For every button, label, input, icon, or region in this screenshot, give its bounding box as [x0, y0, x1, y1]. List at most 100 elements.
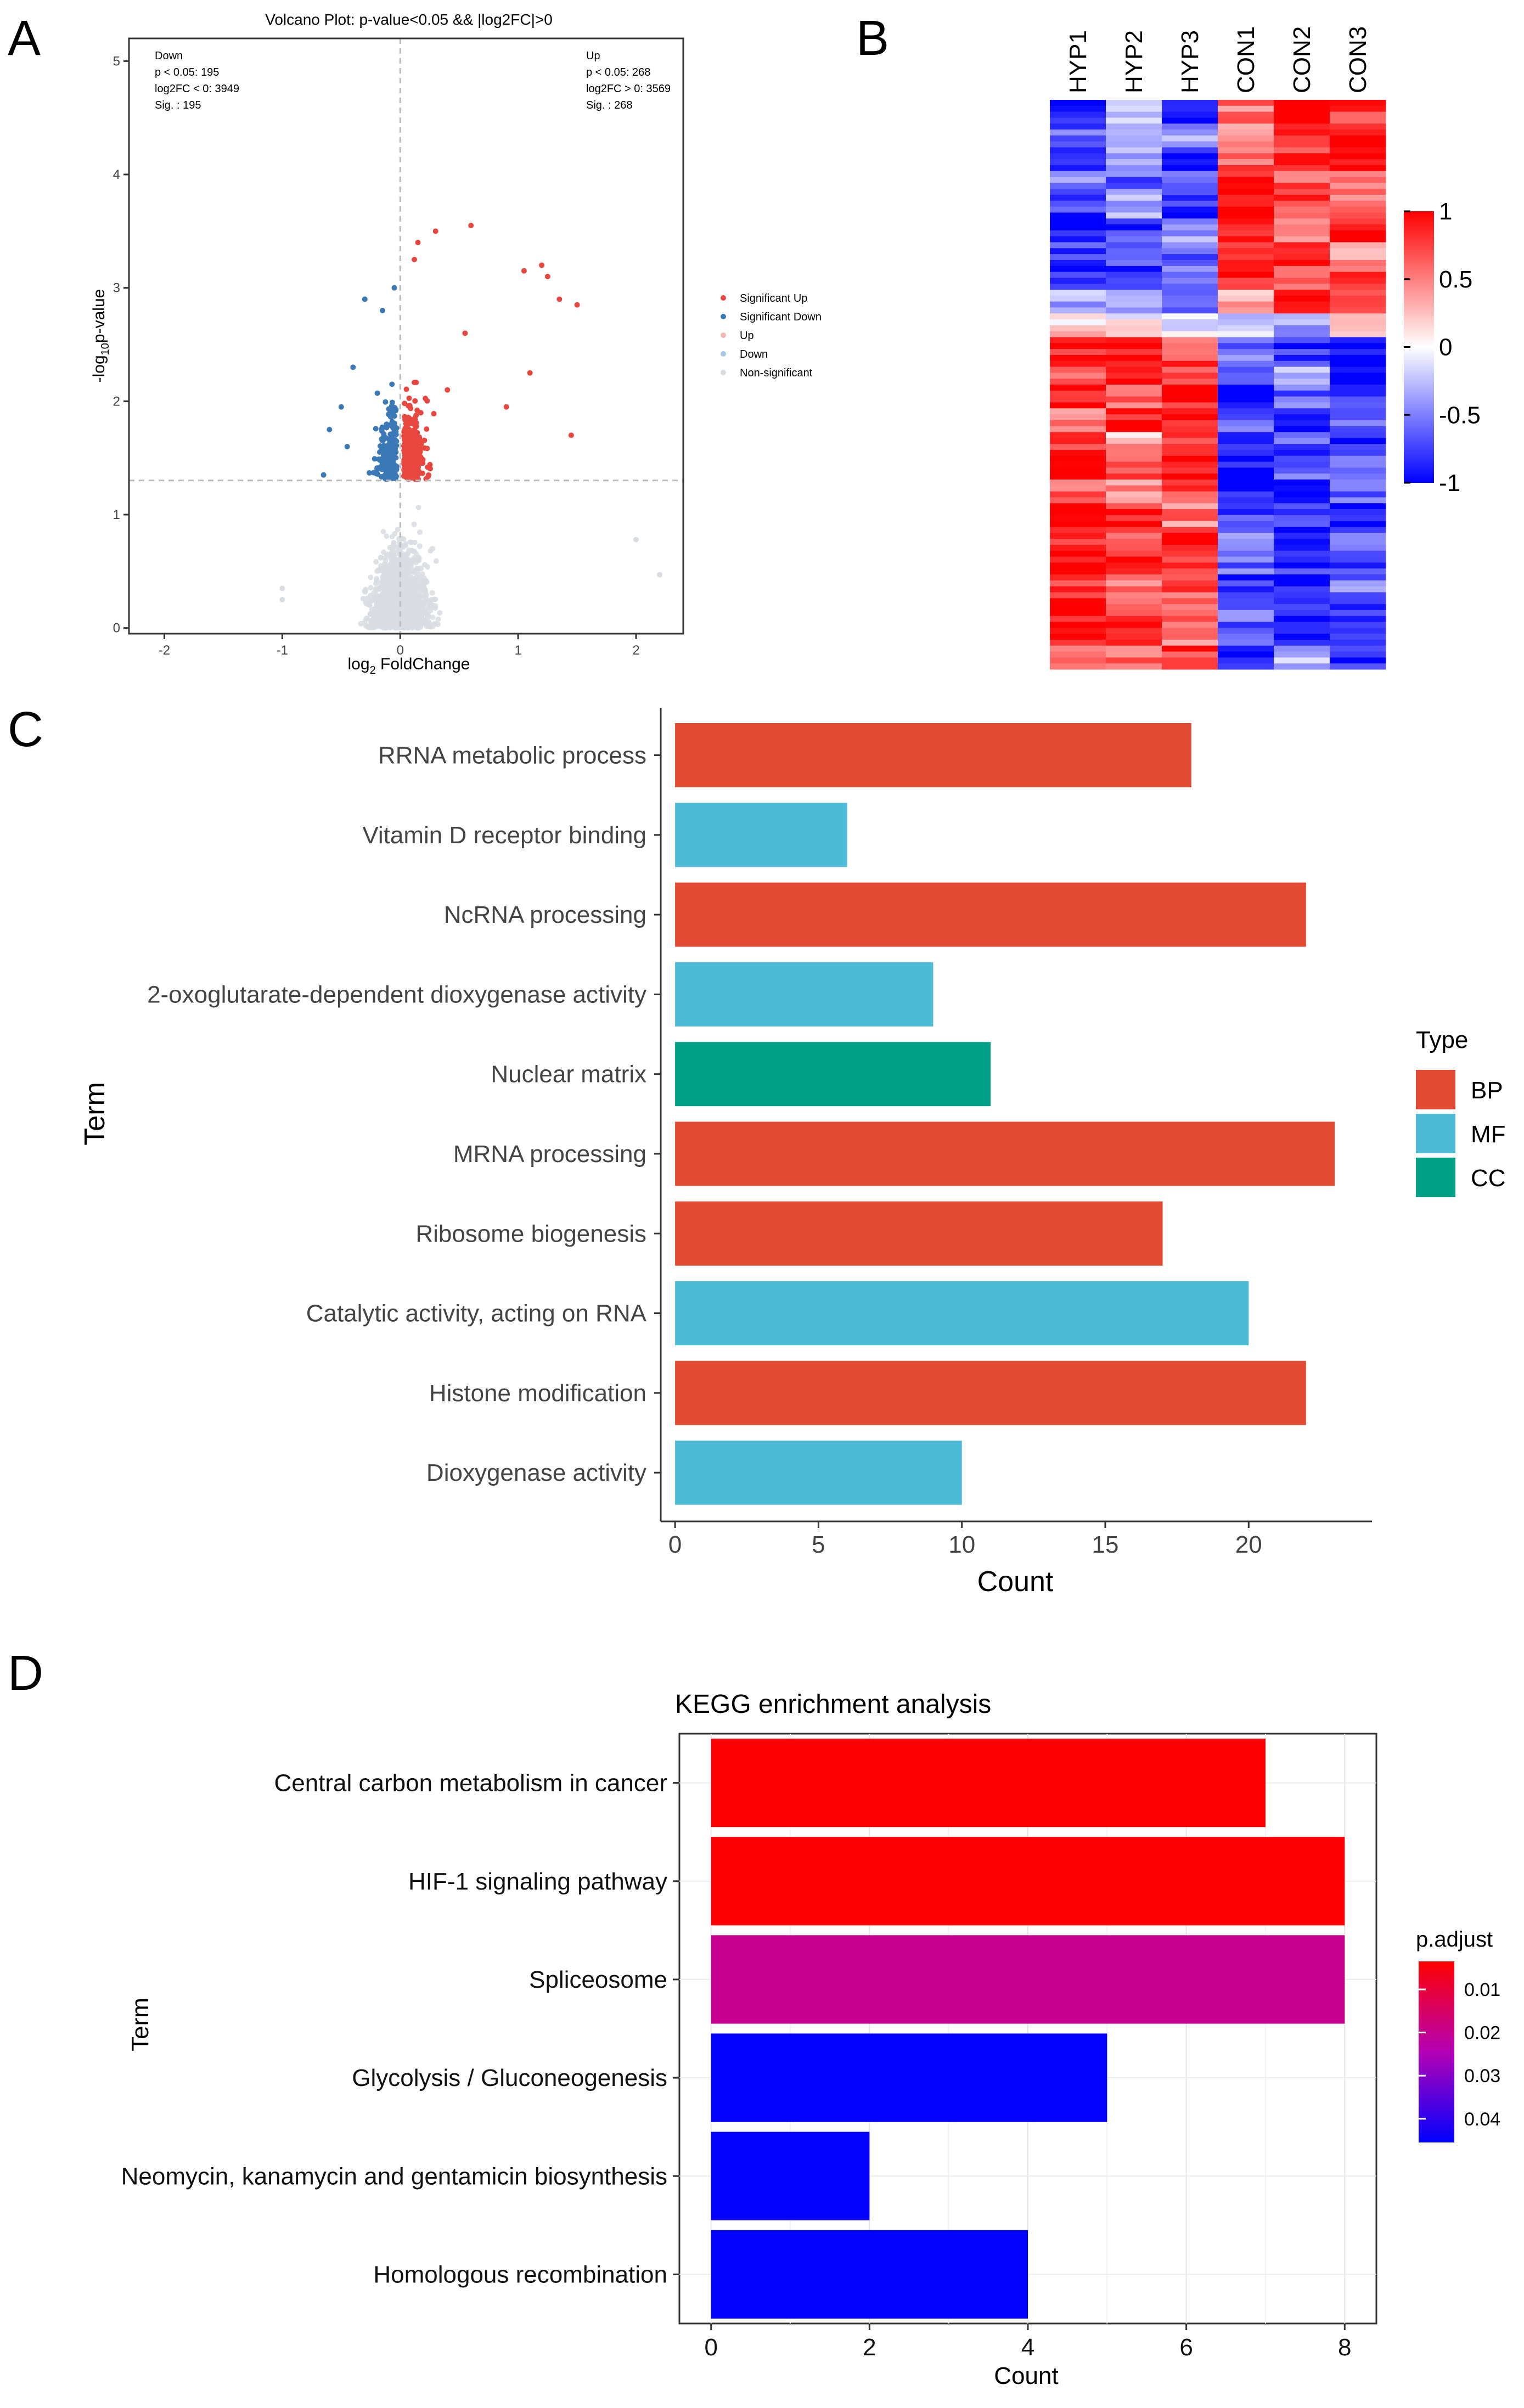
- heatmap-cell: [1330, 568, 1386, 575]
- heatmap-cell: [1218, 485, 1274, 492]
- ns-point: [377, 584, 383, 590]
- heatmap-cell: [1218, 455, 1274, 463]
- heatmap-cell: [1106, 408, 1162, 415]
- heatmap-cell: [1106, 313, 1162, 320]
- heatmap-cell: [1162, 272, 1218, 278]
- ns-point: [431, 596, 437, 602]
- highlight-point: [432, 228, 438, 234]
- heatmap-cell: [1050, 129, 1106, 136]
- heatmap-cell: [1218, 610, 1274, 617]
- ns-point: [417, 584, 423, 590]
- heatmap-cell: [1330, 515, 1386, 522]
- heatmap-cell: [1274, 539, 1330, 545]
- sig-down-point: [389, 431, 395, 437]
- ns-point: [396, 551, 402, 557]
- go-bar-chart: RRNA metabolic process Vitamin D receptor…: [79, 708, 1506, 1598]
- heatmap-cell: [1050, 379, 1106, 385]
- heatmap-cell: [1330, 278, 1386, 284]
- heatmap-cell: [1162, 414, 1218, 421]
- ns-point: [409, 603, 415, 609]
- heatmap-cell: [1050, 663, 1106, 670]
- heatmap-cell: [1330, 354, 1386, 362]
- sig-up-point: [415, 464, 421, 470]
- heatmap-cell: [1050, 319, 1106, 326]
- heatmap-cell: [1274, 183, 1330, 189]
- heatmap-cell: [1162, 663, 1218, 670]
- kegg-term-label: Glycolysis / Gluconeogenesis: [352, 2065, 667, 2091]
- heatmap-cell: [1050, 105, 1106, 112]
- heatmap-cell: [1106, 414, 1162, 421]
- heatmap-cell: [1330, 550, 1386, 557]
- heatmap-cell: [1218, 473, 1274, 480]
- heatmap-cell: [1106, 568, 1162, 575]
- sig-up-point: [419, 456, 425, 463]
- go-xlabel: Count: [977, 1566, 1054, 1598]
- heatmap-cell: [1218, 301, 1274, 308]
- heatmap-cell: [1274, 390, 1330, 397]
- heatmap-cell: [1330, 385, 1386, 391]
- ns-point: [364, 616, 370, 622]
- legend-label: Up: [740, 330, 754, 342]
- highlight-point: [568, 432, 574, 438]
- highlight-point: [279, 585, 285, 591]
- heatmap-cell: [1218, 218, 1274, 225]
- heatmap-cell: [1218, 325, 1274, 332]
- heatmap-cell: [1330, 100, 1386, 106]
- heatmap-cell: [1162, 467, 1218, 474]
- sig-up-point: [402, 461, 408, 467]
- ns-point: [425, 612, 431, 618]
- kegg-title: KEGG enrichment analysis: [675, 1690, 991, 1719]
- kegg-bar: [711, 1837, 1345, 1926]
- heatmap-cell: [1274, 604, 1330, 611]
- heatmap-cell: [1162, 313, 1218, 320]
- sig-up-point: [417, 449, 423, 455]
- ns-point: [418, 565, 424, 571]
- heatmap-cell: [1274, 141, 1330, 148]
- heatmap-cell: [1162, 604, 1218, 611]
- heatmap-cell: [1106, 254, 1162, 261]
- heatmap-cell: [1330, 129, 1386, 136]
- heatmap-cell: [1106, 212, 1162, 219]
- sig-down-point: [370, 470, 376, 476]
- legend-swatch: [721, 351, 726, 357]
- heatmap-cell: [1218, 141, 1274, 148]
- go-bar: [675, 723, 1191, 787]
- heatmap-cell: [1162, 195, 1218, 201]
- heatmap-cell: [1274, 354, 1330, 362]
- heatmap-cell: [1050, 278, 1106, 284]
- heatmap-cell: [1162, 509, 1218, 516]
- ns-point: [408, 588, 414, 594]
- heatmap-cell: [1050, 206, 1106, 213]
- ns-point: [400, 563, 406, 569]
- heatmap-cell: [1106, 432, 1162, 438]
- legend-label: Non-significant: [740, 367, 813, 379]
- y-tick-label: 5: [113, 54, 120, 69]
- heatmap-cell: [1218, 105, 1274, 112]
- heatmap-cell: [1162, 628, 1218, 634]
- go-bar: [675, 882, 1306, 947]
- heatmap-cell: [1106, 159, 1162, 166]
- kegg-x-tick-label: 8: [1338, 2334, 1351, 2361]
- ns-point: [414, 577, 420, 583]
- heatmap-cell: [1050, 189, 1106, 195]
- kegg-colorbar-tick-label: 0.01: [1464, 1980, 1500, 2000]
- heatmap-column-labels: HYP1 HYP2 HYP3 CON1 CON2 CON3: [1065, 26, 1371, 93]
- heatmap-cell: [1330, 562, 1386, 569]
- heatmap-cell: [1162, 586, 1218, 593]
- legend-label: Significant Down: [740, 311, 822, 323]
- go-x-tick-label: 10: [948, 1531, 975, 1558]
- ns-point: [377, 613, 383, 619]
- sig-down-point: [375, 471, 381, 477]
- heatmap-cell: [1274, 414, 1330, 421]
- heatmap-cell: [1162, 147, 1218, 154]
- heatmap-cell: [1330, 663, 1386, 670]
- heatmap-cell: [1050, 295, 1106, 302]
- kegg-bar: [711, 1935, 1345, 2024]
- heatmap-cell: [1162, 622, 1218, 628]
- heatmap-cell: [1330, 651, 1386, 658]
- heatmap-cell: [1050, 349, 1106, 356]
- heatmap-cell: [1330, 420, 1386, 427]
- heatmap-cell: [1274, 337, 1330, 343]
- heatmap-cell: [1050, 521, 1106, 527]
- heatmap-cell: [1274, 325, 1330, 332]
